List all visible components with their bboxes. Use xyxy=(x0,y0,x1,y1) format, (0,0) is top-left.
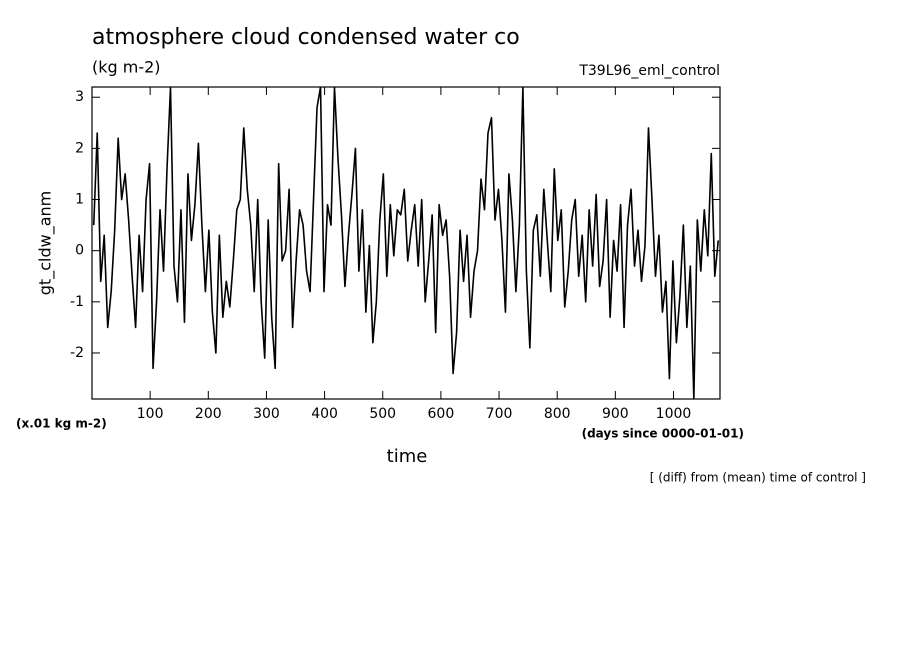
y-axis-label: gt_cldw_anm xyxy=(36,191,56,295)
x-tick-label: 300 xyxy=(253,406,280,422)
chart-subtitle: (kg m-2) xyxy=(92,58,161,77)
y-unit: (x.01 kg m-2) xyxy=(16,417,107,431)
note: [ (diff) from (mean) time of control ] xyxy=(650,471,866,485)
plot-frame xyxy=(91,86,721,400)
x-tick-label: 1000 xyxy=(656,406,692,422)
y-tick-label: 2 xyxy=(75,140,84,156)
y-tick-label: 3 xyxy=(75,89,84,105)
y-tick-label: 1 xyxy=(75,192,84,208)
x-unit: (days since 0000-01-01) xyxy=(582,427,744,441)
x-tick-label: 500 xyxy=(369,406,396,422)
y-tick-label: -2 xyxy=(70,345,84,361)
x-tick-label: 400 xyxy=(311,406,338,422)
data-line xyxy=(92,87,720,399)
x-tick-label: 800 xyxy=(544,406,571,422)
x-tick-label: 700 xyxy=(486,406,513,422)
chart-title: atmosphere cloud condensed water co xyxy=(92,25,520,50)
x-tick-label: 200 xyxy=(195,406,222,422)
y-tick-label: 0 xyxy=(75,243,84,259)
x-tick-label: 100 xyxy=(137,406,164,422)
x-tick-label: 600 xyxy=(428,406,455,422)
x-axis-label: time xyxy=(387,446,428,467)
x-tick-label: 900 xyxy=(602,406,629,422)
y-tick-label: -1 xyxy=(70,294,84,310)
run-label: T39L96_eml_control xyxy=(578,63,720,79)
